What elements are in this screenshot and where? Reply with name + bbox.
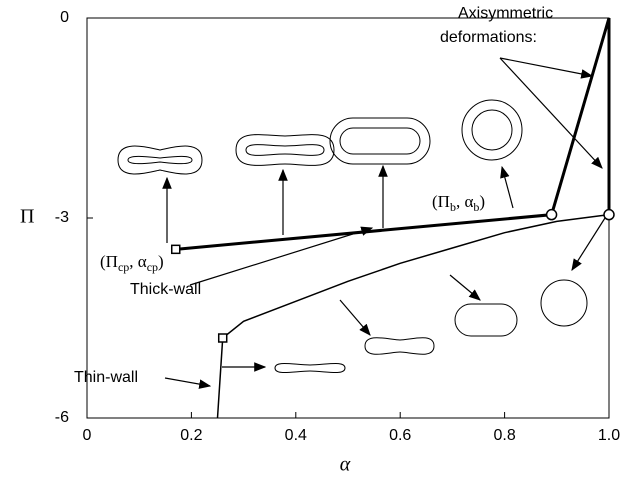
annotation: (Πcp, αcp): [100, 252, 164, 274]
annotation: Thin-wall: [74, 369, 138, 386]
series-line: [216, 213, 610, 419]
annotation-line: deformations:: [440, 29, 537, 46]
x-tick-label: 1.0: [598, 427, 620, 444]
arrows: [162, 57, 606, 389]
annotation-part: (Π: [100, 252, 118, 271]
annotation-part: , α: [456, 192, 474, 211]
y-tick-label: -6: [55, 409, 69, 426]
marker: [545, 208, 558, 221]
annotation: (Πb, αb): [432, 192, 485, 214]
x-tick-label: 0.8: [493, 427, 515, 444]
y-tick-label: -3: [55, 209, 69, 226]
y-axis-label: Π: [20, 206, 34, 228]
marker: [217, 333, 228, 343]
annotation-line: Axisymmetric: [458, 5, 553, 22]
marker: [170, 244, 181, 255]
annotation-part: b: [450, 200, 456, 214]
annotation-part: b: [473, 200, 479, 214]
x-axis-label: α: [340, 454, 351, 476]
shape-icons: [117, 99, 588, 373]
x-tick-label: 0.6: [389, 427, 411, 444]
marker: [603, 208, 615, 221]
annotation: Axisymmetric deformations:: [440, 5, 553, 46]
annotation-part: cp: [147, 260, 158, 274]
x-tick-label: 0: [83, 427, 92, 444]
x-tick-label: 0.4: [285, 427, 307, 444]
annotation: Thick-wall: [130, 281, 201, 298]
series-line: [175, 17, 611, 251]
annotation-part: (Π: [432, 192, 450, 211]
y-tick-label: 0: [60, 9, 69, 26]
x-tick-label: 0.2: [180, 427, 202, 444]
annotation-part: cp: [118, 260, 129, 274]
annotation-part: , α: [129, 252, 147, 271]
annotation-part: ): [479, 192, 485, 211]
annotation-part: ): [158, 252, 164, 271]
